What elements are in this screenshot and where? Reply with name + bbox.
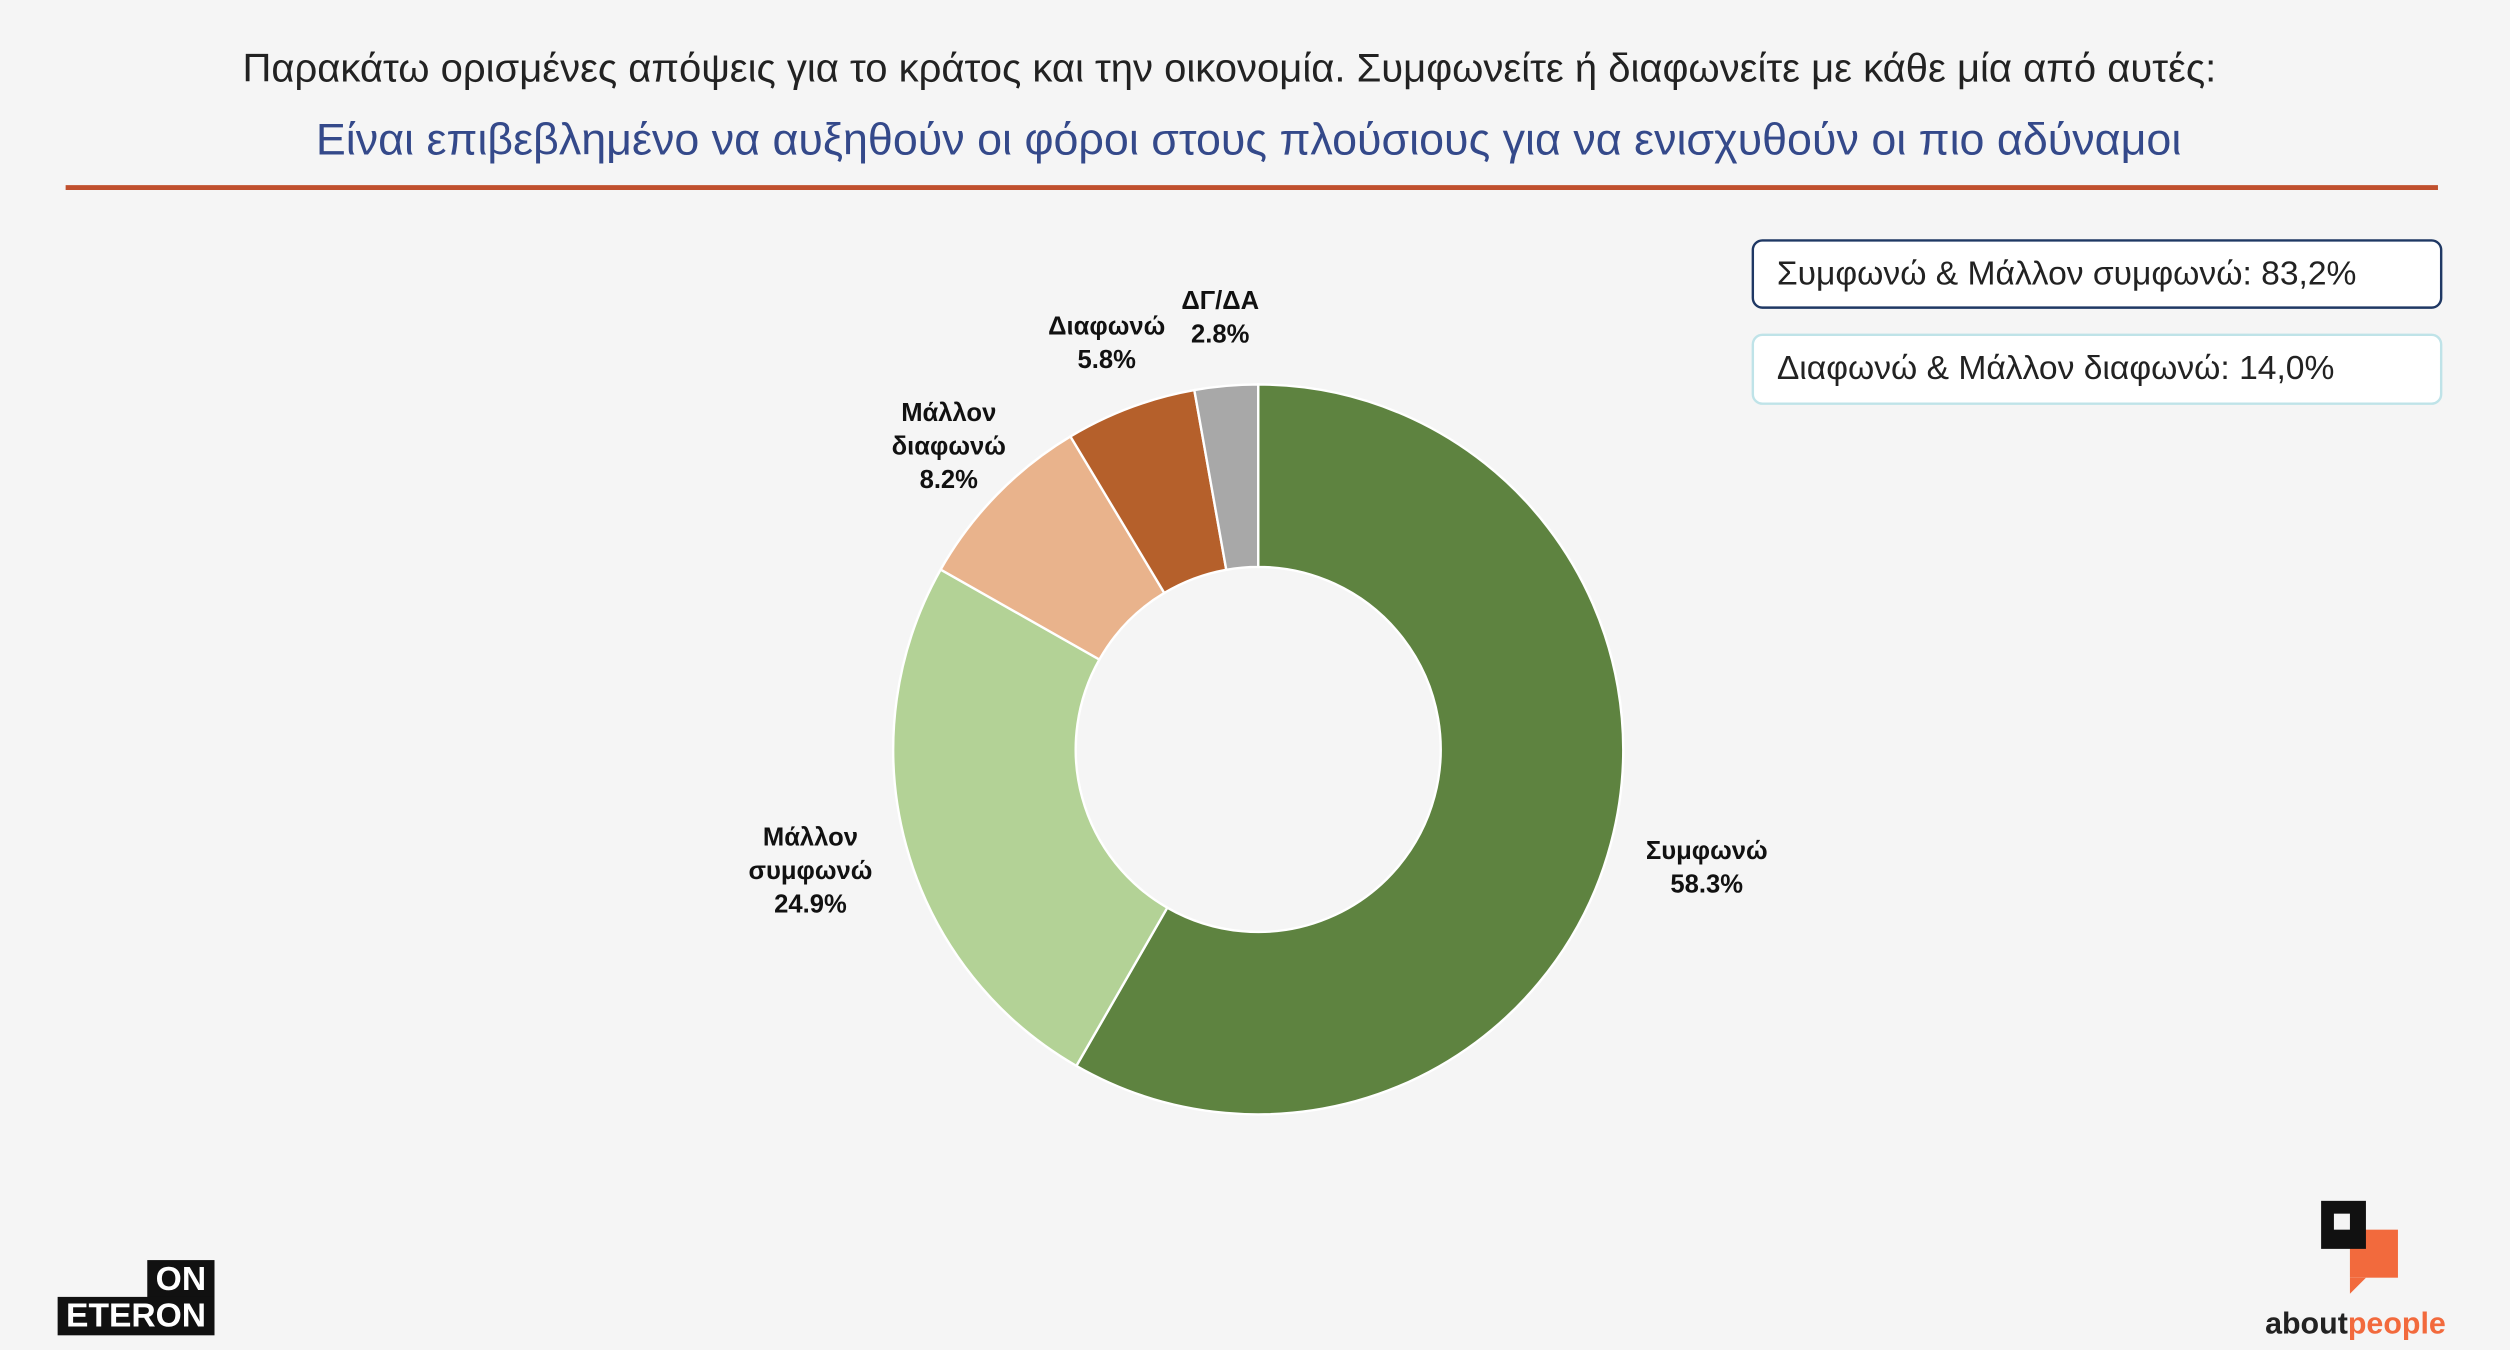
label-line: Μάλλον	[763, 823, 858, 851]
summary-text: Διαφωνώ & Μάλλον διαφωνώ: 14,0%	[1777, 350, 2335, 387]
summary-text: Συμφωνώ & Μάλλον συμφωνώ: 83,2%	[1777, 255, 2357, 292]
donut-slice	[1074, 383, 1625, 1116]
slice-label: Διαφωνώ	[1048, 313, 1165, 341]
slice-label: Μάλλον διαφωνώ	[892, 399, 1006, 461]
value-label: 2.8%	[1191, 320, 1250, 348]
value-label: 5.8%	[1078, 346, 1137, 374]
summary-box	[1751, 333, 2443, 405]
logo-word: about	[2265, 1307, 2348, 1341]
donut-slice	[1192, 383, 1260, 572]
logo-text: ETERON	[66, 1298, 206, 1335]
slice-label: Συμφωνώ	[1646, 837, 1768, 865]
summary-box	[1751, 239, 2443, 309]
value-label: 24.9%	[774, 890, 847, 918]
slice-label: Μάλλον συμφωνώ	[748, 823, 872, 885]
logo-text: aboutpeople	[2265, 1307, 2446, 1341]
label-line: Μάλλον	[901, 399, 996, 427]
label-line: συμφωνώ	[748, 857, 872, 885]
logo-text: ON	[156, 1261, 206, 1298]
subtitle: Είναι επιβεβλημένο να αυξηθούν οι φόροι …	[316, 115, 2181, 165]
donut-slice	[892, 567, 1169, 1068]
logo-left: ON ETERON	[57, 1260, 215, 1336]
logo-word: people	[2348, 1307, 2446, 1341]
logo-right: aboutpeople	[2265, 1200, 2446, 1341]
title: Παρακάτω ορισμένες απόψεις για το κράτος…	[243, 46, 2217, 90]
value-label: 58.3%	[1670, 871, 1743, 899]
label-line: διαφωνώ	[892, 432, 1006, 460]
slice-label: ΔΓ/ΔΑ	[1181, 287, 1259, 315]
value-label: 8.2%	[920, 466, 979, 494]
